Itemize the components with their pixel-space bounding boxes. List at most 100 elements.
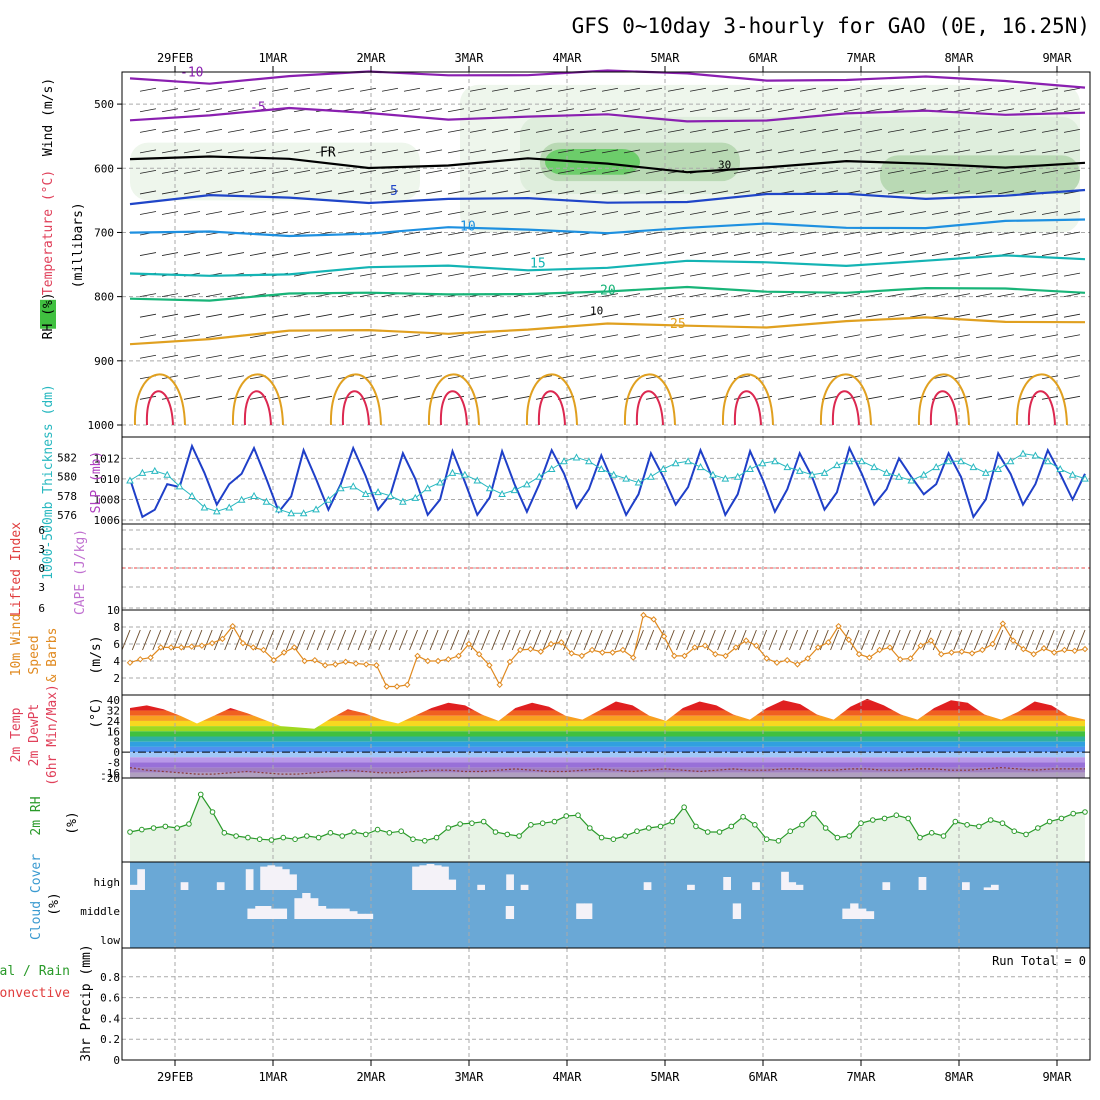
- wind-barb: [469, 128, 487, 133]
- wind-barb: [425, 231, 443, 236]
- wind-barb: [755, 87, 773, 92]
- wind-barb-10m: [419, 629, 429, 651]
- wind-speed-point: [178, 644, 185, 651]
- wind-barb: [491, 149, 509, 154]
- thickness-point: [1031, 451, 1040, 459]
- thickness-point: [1081, 474, 1089, 482]
- wind-barb: [1041, 149, 1059, 154]
- wind-barb: [557, 313, 575, 318]
- high-cloud-bar: [752, 882, 760, 890]
- wind-barb: [183, 108, 201, 113]
- wind-barb: [689, 87, 707, 92]
- wind-barb: [733, 211, 751, 215]
- wind-barb: [425, 313, 443, 318]
- wind-barb: [953, 293, 971, 298]
- wind-barb-10m: [973, 629, 983, 651]
- wind-barb-10m: [624, 629, 634, 651]
- wind-barb: [975, 190, 993, 195]
- wind-barb-10m: [552, 629, 562, 651]
- wind-barb-10m: [234, 629, 244, 651]
- wind-barb-10m: [686, 629, 696, 651]
- wind-barb: [337, 128, 355, 133]
- thickness-point: [423, 484, 432, 492]
- wind-barb: [1063, 108, 1081, 113]
- wind-barb: [755, 108, 773, 113]
- wind-barb-10m: [819, 629, 829, 651]
- wind-barb: [381, 211, 399, 215]
- wind-speed-point: [958, 648, 965, 655]
- thickness-point: [857, 457, 866, 465]
- wind-barb: [799, 231, 817, 236]
- wind-barb: [711, 128, 729, 133]
- wind-barb: [447, 128, 465, 133]
- temp-tick-label: 0: [113, 746, 120, 759]
- wind-speed-point: [722, 652, 729, 660]
- high-cloud-bar: [477, 884, 486, 890]
- wind-barb: [667, 252, 685, 256]
- wind-barb: [403, 87, 421, 92]
- rh-point: [999, 820, 1006, 827]
- wind-barb: [953, 87, 971, 92]
- wind-barb: [711, 211, 729, 215]
- wind-barb: [1041, 354, 1059, 359]
- wind-barb: [755, 211, 773, 215]
- wind-barb: [975, 211, 993, 215]
- wind-barb: [205, 211, 223, 215]
- wind-barb: [403, 128, 421, 133]
- high-cloud-bar: [990, 884, 999, 890]
- thickness-point: [1043, 457, 1052, 465]
- wind-barb: [887, 128, 905, 133]
- date-label-top: 2MAR: [357, 51, 387, 65]
- y-tick-label: 1000: [88, 419, 115, 432]
- wind-barb-10m: [593, 629, 603, 651]
- lifted-index-tick: 3: [38, 543, 45, 556]
- thickness-point: [523, 480, 531, 488]
- wind-speed-point: [732, 644, 740, 651]
- wind-speed-point: [506, 658, 514, 666]
- wind-barb: [513, 354, 531, 359]
- wind-barb: [711, 293, 729, 298]
- wind-barb: [733, 190, 751, 195]
- wind-barb-10m: [645, 629, 655, 651]
- wind-barb: [975, 149, 993, 154]
- wind-barb: [227, 170, 245, 174]
- wind-speed-point: [547, 640, 555, 648]
- wind-barb: [843, 272, 861, 277]
- wind-barb: [381, 149, 399, 154]
- wind-barb: [997, 293, 1015, 298]
- rh-point: [327, 830, 334, 836]
- wind-barb: [931, 252, 949, 256]
- wind-barb: [799, 293, 817, 298]
- rh-point: [704, 829, 711, 835]
- high-cloud-bar: [426, 864, 435, 890]
- wind-barb: [469, 334, 487, 339]
- wind-barb: [953, 231, 971, 236]
- middle-cloud-bar: [584, 903, 593, 919]
- wind-barb: [469, 395, 487, 400]
- wind-barb: [645, 334, 663, 339]
- wind-barb: [469, 149, 487, 154]
- wind-barb: [733, 108, 751, 113]
- wind-speed-point: [445, 656, 452, 663]
- wind-barb: [337, 334, 355, 339]
- wind-barb-10m: [337, 629, 347, 651]
- wind-barb: [601, 149, 619, 154]
- wind-barb: [997, 211, 1015, 215]
- temperature-contour: [129, 106, 1086, 123]
- wind-barb-10m: [224, 629, 234, 651]
- wind-barb-10m: [573, 629, 583, 651]
- wind-barb: [557, 149, 575, 154]
- high-cloud-bar: [441, 866, 449, 890]
- rh-point: [516, 833, 522, 839]
- wind-barb: [821, 231, 839, 236]
- rh-point: [728, 823, 735, 830]
- wind-barb: [1063, 313, 1081, 318]
- temp-tick-label: 16: [107, 725, 120, 738]
- date-label-bottom: 29FEB: [157, 1070, 193, 1084]
- wind-barb-10m: [891, 629, 901, 651]
- wind-barb: [1019, 231, 1037, 236]
- wind-barb-10m: [768, 629, 778, 651]
- wind-barb-10m: [932, 629, 942, 651]
- rh-point: [421, 838, 428, 844]
- wind-barb: [579, 252, 597, 256]
